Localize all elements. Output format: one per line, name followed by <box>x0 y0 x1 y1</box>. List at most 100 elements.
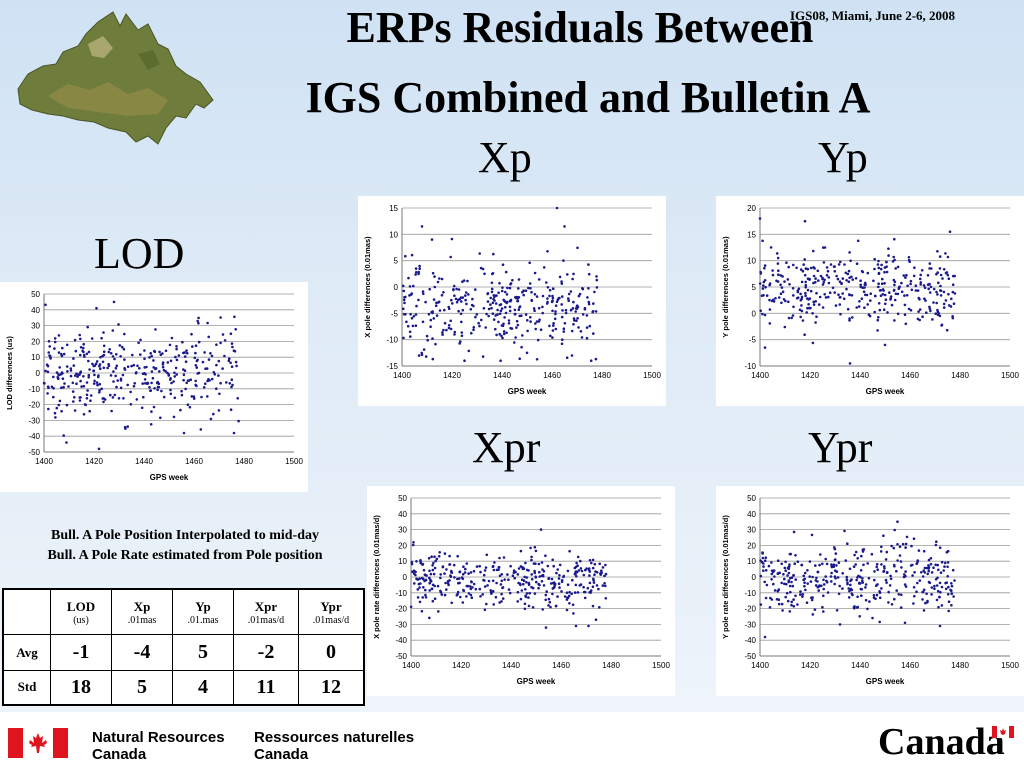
data-point <box>478 252 481 255</box>
data-point <box>457 288 461 291</box>
dept-name-fr-line1: Ressources naturelles <box>254 729 415 746</box>
data-point <box>457 309 460 313</box>
data-point <box>139 338 142 342</box>
data-point <box>594 570 597 573</box>
data-point <box>460 300 463 303</box>
data-point <box>424 300 427 304</box>
data-point <box>552 564 555 568</box>
data-point <box>838 303 842 306</box>
data-point <box>566 273 569 276</box>
data-point <box>919 273 922 277</box>
data-point <box>836 277 840 281</box>
y-tick-label: -10 <box>395 589 407 598</box>
data-point <box>422 292 425 296</box>
data-point <box>554 312 557 316</box>
data-point <box>855 578 858 582</box>
data-point <box>539 328 543 331</box>
data-point <box>75 382 78 385</box>
x-tick-label: 1460 <box>552 661 570 670</box>
data-point <box>516 600 519 603</box>
data-point <box>536 338 540 342</box>
data-point <box>762 294 765 297</box>
data-point <box>880 563 883 566</box>
data-point <box>863 286 866 289</box>
data-point <box>152 405 156 409</box>
data-point <box>928 262 932 265</box>
data-point <box>568 590 571 594</box>
data-point <box>49 357 52 360</box>
data-point <box>591 310 595 313</box>
data-point <box>162 395 166 399</box>
data-point <box>541 573 545 577</box>
data-point <box>817 279 820 282</box>
data-point <box>79 337 82 341</box>
data-point <box>592 332 595 335</box>
data-point <box>417 298 420 302</box>
data-point <box>418 586 421 589</box>
data-point <box>570 354 574 357</box>
data-point <box>218 392 221 396</box>
data-point <box>149 423 153 426</box>
data-point <box>437 610 440 613</box>
data-point <box>800 309 804 313</box>
data-point <box>409 605 413 609</box>
data-point <box>524 313 528 316</box>
data-point <box>763 264 767 267</box>
data-point <box>825 266 829 269</box>
data-point <box>478 587 482 591</box>
data-point <box>430 555 433 558</box>
data-point <box>812 303 816 306</box>
data-point <box>495 581 498 585</box>
data-point <box>57 403 61 407</box>
data-point <box>87 376 90 379</box>
data-point <box>780 602 784 606</box>
data-point <box>422 586 425 589</box>
data-point <box>436 280 440 284</box>
data-point <box>759 309 762 313</box>
data-point <box>432 298 436 301</box>
data-point <box>565 356 569 359</box>
dept-name-en-line1: Natural Resources <box>92 729 225 746</box>
y-tick-label: 40 <box>31 306 40 315</box>
data-point <box>420 351 423 355</box>
data-point <box>790 600 793 604</box>
data-point <box>563 595 567 598</box>
data-point <box>799 593 802 596</box>
data-point <box>866 562 869 565</box>
data-point <box>792 605 796 608</box>
data-point <box>773 575 776 578</box>
data-point <box>783 577 786 581</box>
data-point <box>761 239 764 243</box>
data-point <box>427 312 431 316</box>
data-point <box>591 566 595 570</box>
data-point <box>876 329 879 332</box>
data-point <box>892 288 896 292</box>
data-point <box>787 579 791 582</box>
data-point <box>219 381 222 385</box>
y-tick-label: -50 <box>28 448 40 457</box>
data-point <box>120 345 124 349</box>
data-point <box>783 325 787 329</box>
data-point <box>78 333 81 337</box>
data-point <box>921 575 925 578</box>
data-point <box>780 286 784 289</box>
data-point <box>417 354 421 357</box>
y-tick-label: -15 <box>386 362 398 371</box>
data-point <box>935 598 939 602</box>
data-point <box>101 360 105 364</box>
data-point <box>498 282 501 285</box>
data-point <box>557 582 561 585</box>
data-point <box>542 569 546 573</box>
data-point <box>175 347 178 351</box>
data-point <box>74 349 78 353</box>
data-point <box>111 396 115 399</box>
x-tick-label: 1400 <box>35 457 53 466</box>
data-point <box>228 357 231 360</box>
y-tick-label: 5 <box>752 283 757 292</box>
data-point <box>160 389 163 393</box>
data-point <box>929 309 932 313</box>
data-point <box>895 589 898 592</box>
data-point <box>588 324 592 328</box>
ypr-chart-title: Ypr <box>808 423 873 472</box>
data-point <box>166 361 170 364</box>
